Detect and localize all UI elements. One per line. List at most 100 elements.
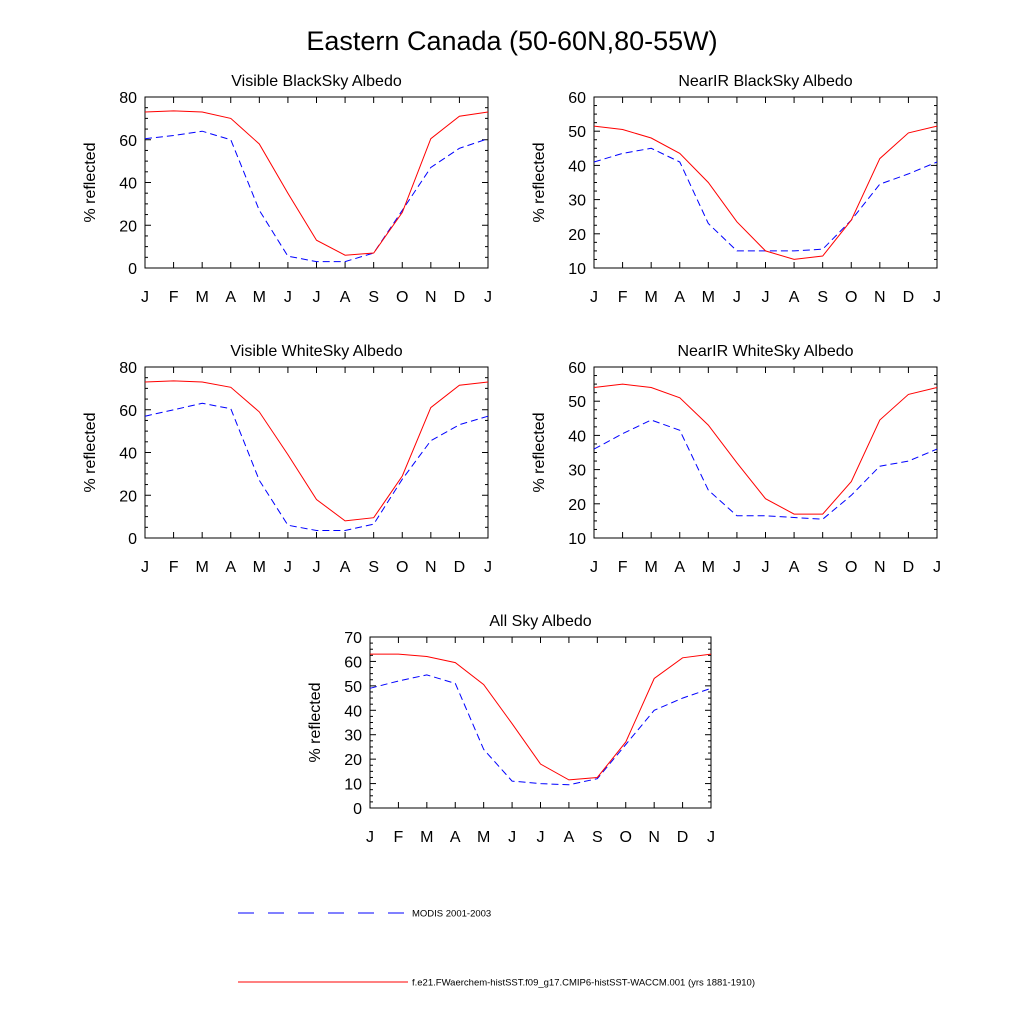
x-tick-label: M	[645, 559, 658, 576]
y-tick-label: 40	[119, 176, 137, 193]
x-tick-label: M	[702, 289, 715, 306]
y-tick-label: 10	[344, 777, 362, 794]
y-tick-label: 70	[344, 630, 362, 647]
y-tick-label: 50	[344, 679, 362, 696]
x-tick-label: A	[564, 829, 575, 846]
panel-title: NearIR BlackSky Albedo	[678, 73, 852, 90]
x-tick-label: J	[313, 289, 321, 306]
legend-model-label: f.e21.FWaerchem-histSST.f09_g17.CMIP6-hi…	[412, 978, 755, 989]
y-tick-label: 60	[119, 133, 137, 150]
y-tick-label: 40	[344, 703, 362, 720]
series-line-modis	[369, 674, 712, 786]
x-tick-label: J	[762, 289, 770, 306]
y-tick-label: 50	[568, 124, 586, 141]
chart-panel-5: All Sky Albedo % reflected 0 10 20 30 40 50 60 70…	[307, 613, 715, 846]
x-tick-label: A	[674, 559, 685, 576]
x-tick-label: J	[762, 559, 770, 576]
x-tick-label: O	[620, 829, 632, 846]
x-tick-label: S	[817, 289, 828, 306]
x-tick-label: J	[284, 289, 292, 306]
x-tick-label: F	[169, 289, 179, 306]
legend: MODIS 2001-2003 f.e21.FWaerchem-histSST.…	[238, 909, 755, 989]
y-axis-label: % reflected	[307, 682, 324, 762]
x-tick-label: A	[340, 559, 351, 576]
y-axis-label: % reflected	[531, 142, 548, 222]
panel-title: All Sky Albedo	[489, 613, 591, 630]
x-tick-label: J	[141, 289, 149, 306]
x-tick-label: N	[874, 289, 886, 306]
y-tick-label: 0	[128, 531, 137, 548]
plot-frame	[144, 366, 489, 539]
y-tick-label: 60	[119, 403, 137, 420]
panel-title: Visible WhiteSky Albedo	[230, 343, 402, 360]
y-tick-label: 20	[119, 218, 137, 235]
x-tick-label: D	[903, 559, 915, 576]
x-tick-label: J	[733, 289, 741, 306]
x-tick-label: S	[592, 829, 603, 846]
x-tick-label: M	[477, 829, 490, 846]
x-tick-label: J	[141, 559, 149, 576]
x-tick-label: O	[396, 289, 408, 306]
x-tick-label: M	[196, 559, 209, 576]
x-tick-label: S	[368, 289, 379, 306]
x-tick-label: A	[225, 559, 236, 576]
chart-panels: Visible BlackSky Albedo % reflected 0 20 40 6…	[82, 73, 941, 846]
y-tick-label: 60	[568, 360, 586, 377]
y-tick-label: 80	[119, 360, 137, 377]
y-tick-label: 30	[344, 728, 362, 745]
x-tick-label: A	[789, 289, 800, 306]
x-tick-label: A	[789, 559, 800, 576]
x-tick-label: S	[368, 559, 379, 576]
x-tick-label: D	[454, 559, 466, 576]
plot-frame	[144, 96, 489, 269]
y-tick-label: 0	[353, 801, 362, 818]
x-tick-label: F	[169, 559, 179, 576]
chart-panel-1: Visible BlackSky Albedo % reflected 0 20 40 6…	[82, 73, 492, 306]
y-tick-label: 20	[119, 488, 137, 505]
x-tick-label: J	[707, 829, 715, 846]
series-line-model	[144, 380, 489, 522]
y-tick-label: 40	[119, 446, 137, 463]
x-tick-label: J	[933, 559, 941, 576]
chart-panel-2: NearIR BlackSky Albedo % reflected 10 20 30 4…	[531, 73, 941, 306]
y-tick-label: 10	[568, 531, 586, 548]
x-tick-label: A	[225, 289, 236, 306]
series-line-modis	[593, 419, 938, 520]
x-tick-label: J	[484, 559, 492, 576]
y-tick-label: 80	[119, 90, 137, 107]
y-tick-label: 20	[568, 227, 586, 244]
x-tick-label: J	[366, 829, 374, 846]
x-tick-label: D	[454, 289, 466, 306]
series-line-modis	[144, 130, 489, 263]
series-line-model	[593, 383, 938, 515]
chart-panel-3: Visible WhiteSky Albedo % reflected 0 20 40 6…	[82, 343, 492, 576]
y-tick-label: 20	[568, 497, 586, 514]
x-tick-label: F	[618, 559, 628, 576]
x-tick-label: J	[313, 559, 321, 576]
x-tick-label: A	[340, 289, 351, 306]
y-tick-label: 30	[568, 193, 586, 210]
y-tick-label: 40	[568, 158, 586, 175]
x-tick-label: A	[450, 829, 461, 846]
x-tick-label: A	[674, 289, 685, 306]
x-tick-label: J	[733, 559, 741, 576]
y-tick-label: 40	[568, 428, 586, 445]
panel-title: NearIR WhiteSky Albedo	[677, 343, 853, 360]
x-tick-label: J	[508, 829, 516, 846]
figure-title: Eastern Canada (50-60N,80-55W)	[306, 26, 717, 56]
y-axis-label: % reflected	[82, 142, 99, 222]
x-tick-label: D	[903, 289, 915, 306]
x-tick-label: O	[845, 559, 857, 576]
x-tick-label: J	[537, 829, 545, 846]
x-tick-label: J	[590, 559, 598, 576]
x-tick-label: J	[933, 289, 941, 306]
series-line-model	[144, 110, 489, 256]
panel-title: Visible BlackSky Albedo	[231, 73, 402, 90]
series-line-model	[370, 653, 712, 781]
y-tick-label: 20	[344, 752, 362, 769]
x-tick-label: M	[702, 559, 715, 576]
x-tick-label: F	[394, 829, 404, 846]
y-tick-label: 60	[344, 654, 362, 671]
x-tick-label: D	[677, 829, 689, 846]
